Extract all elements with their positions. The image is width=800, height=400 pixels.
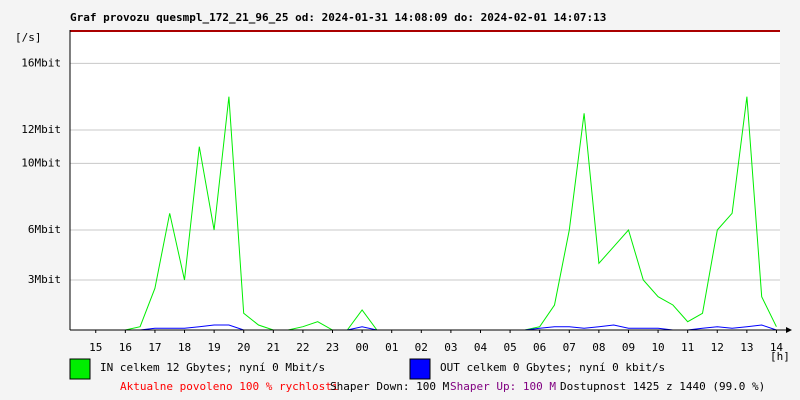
x-tick-label: 16	[119, 341, 132, 354]
x-tick-label: 18	[178, 341, 191, 354]
x-tick-label: 02	[415, 341, 428, 354]
x-tick-label: 14	[770, 341, 784, 354]
x-tick-label: 08	[592, 341, 605, 354]
footer-note: Shaper Down: 100 M	[330, 380, 450, 393]
legend-swatch	[69, 358, 91, 380]
x-tick-label: 03	[444, 341, 457, 354]
x-tick-label: 15	[89, 341, 102, 354]
x-tick-label: 10	[651, 341, 664, 354]
footer-note: Aktualne povoleno 100 % rychlosti	[120, 380, 339, 393]
y-tick-label: 12Mbit	[21, 123, 61, 136]
x-tick-label: 21	[267, 341, 280, 354]
x-tick-label: 09	[622, 341, 635, 354]
x-tick-label: 12	[711, 341, 724, 354]
x-tick-label: 22	[296, 341, 309, 354]
x-tick-label: 11	[681, 341, 694, 354]
legend-swatch	[409, 358, 431, 380]
x-tick-label: 19	[208, 341, 221, 354]
plot-area	[70, 30, 780, 330]
x-tick-label: 23	[326, 341, 339, 354]
chart-title: Graf provozu quesmpl_172_21_96_25 od: 20…	[70, 11, 606, 24]
y-tick-label: 16Mbit	[21, 56, 61, 69]
footer-note: Shaper Up: 100 M	[450, 380, 556, 393]
x-tick-label: 17	[148, 341, 161, 354]
y-axis-label: [/s]	[15, 31, 42, 44]
x-axis-label: [h]	[770, 350, 790, 363]
x-tick-label: 07	[563, 341, 576, 354]
x-tick-label: 05	[503, 341, 516, 354]
legend-label: IN celkem 12 Gbytes; nyní 0 Mbit/s	[100, 361, 325, 374]
footer-note: Dostupnost 1425 z 1440 (99.0 %)	[560, 380, 765, 393]
y-tick-label: 6Mbit	[28, 223, 61, 236]
x-tick-label: 00	[355, 341, 368, 354]
legend-label: OUT celkem 0 Gbytes; nyní 0 kbit/s	[440, 361, 665, 374]
x-tick-label: 20	[237, 341, 250, 354]
x-tick-label: 01	[385, 341, 398, 354]
x-tick-label: 06	[533, 341, 546, 354]
x-axis-arrow	[786, 327, 792, 333]
x-tick-label: 04	[474, 341, 488, 354]
y-tick-label: 10Mbit	[21, 156, 61, 169]
y-tick-label: 3Mbit	[28, 273, 61, 286]
x-tick-label: 13	[740, 341, 753, 354]
